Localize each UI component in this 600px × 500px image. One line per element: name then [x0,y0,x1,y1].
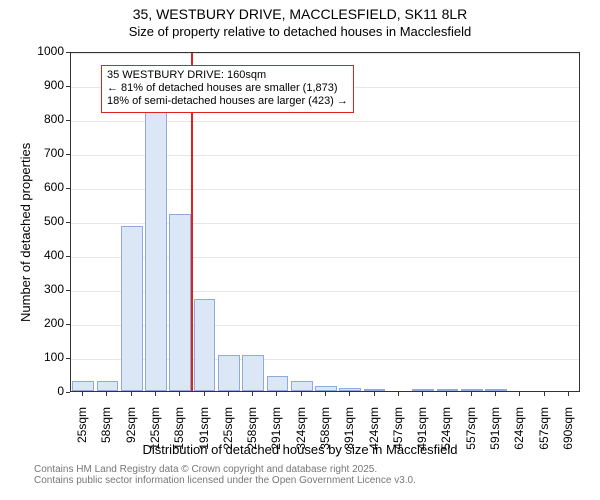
footer-line-1: Contains HM Land Registry data © Crown c… [34,464,416,475]
y-tick-label: 100 [30,350,64,364]
y-tick-mark [66,324,70,325]
y-tick-label: 800 [30,112,64,126]
histogram-bar [97,381,119,391]
x-tick-mark [325,392,326,396]
chart-container: { "title": "35, WESTBURY DRIVE, MACCLESF… [0,0,600,500]
x-tick-label: 258sqm [245,407,259,457]
x-tick-mark [544,392,545,396]
annotation-line-2: ← 81% of detached houses are smaller (1,… [107,82,348,95]
gridline [71,53,579,54]
x-tick-mark [228,392,229,396]
x-tick-mark [519,392,520,396]
x-tick-mark [179,392,180,396]
x-tick-label: 657sqm [537,407,551,457]
y-tick-mark [66,222,70,223]
histogram-bar [169,214,191,391]
annotation-line-3: 18% of semi-detached houses are larger (… [107,95,348,108]
y-tick-label: 400 [30,248,64,262]
y-tick-label: 900 [30,78,64,92]
x-tick-label: 92sqm [124,407,138,457]
histogram-bar [364,389,386,391]
x-tick-label: 191sqm [197,407,211,457]
y-tick-mark [66,52,70,53]
y-tick-mark [66,188,70,189]
y-tick-mark [66,290,70,291]
x-tick-mark [155,392,156,396]
x-tick-mark [446,392,447,396]
y-tick-mark [66,358,70,359]
x-tick-mark [276,392,277,396]
x-tick-mark [398,392,399,396]
histogram-bar [194,299,216,391]
annotation-line-1: 35 WESTBURY DRIVE: 160sqm [107,69,348,82]
x-tick-label: 291sqm [269,407,283,457]
x-tick-label: 25sqm [75,407,89,457]
x-tick-mark [495,392,496,396]
x-tick-label: 225sqm [221,407,235,457]
x-tick-label: 591sqm [488,407,502,457]
histogram-bar [242,355,264,391]
x-tick-label: 58sqm [99,407,113,457]
histogram-bar [121,226,143,391]
histogram-bar [461,389,483,391]
footer-text: Contains HM Land Registry data © Crown c… [34,464,416,486]
y-tick-label: 500 [30,214,64,228]
x-tick-mark [422,392,423,396]
y-tick-mark [66,86,70,87]
histogram-bar [145,109,167,391]
chart-title: 35, WESTBURY DRIVE, MACCLESFIELD, SK11 8… [0,6,600,22]
x-tick-label: 524sqm [439,407,453,457]
plot-area: 35 WESTBURY DRIVE: 160sqm ← 81% of detac… [70,52,580,392]
x-tick-label: 690sqm [561,407,575,457]
x-tick-mark [106,392,107,396]
x-tick-label: 158sqm [172,407,186,457]
x-tick-label: 125sqm [148,407,162,457]
x-tick-label: 491sqm [415,407,429,457]
x-tick-mark [471,392,472,396]
histogram-bar [218,355,240,391]
histogram-bar [437,389,459,391]
x-tick-mark [301,392,302,396]
y-tick-label: 1000 [30,44,64,58]
x-tick-mark [131,392,132,396]
histogram-bar [291,381,313,391]
x-tick-mark [349,392,350,396]
y-tick-mark [66,392,70,393]
histogram-bar [72,381,94,391]
x-tick-label: 324sqm [294,407,308,457]
footer-line-2: Contains public sector information licen… [34,475,416,486]
histogram-bar [485,389,507,391]
x-tick-mark [252,392,253,396]
x-tick-label: 424sqm [367,407,381,457]
x-tick-label: 624sqm [512,407,526,457]
x-tick-label: 557sqm [464,407,478,457]
histogram-bar [267,376,289,391]
y-tick-label: 300 [30,282,64,296]
histogram-bar [339,388,361,391]
y-tick-mark [66,120,70,121]
x-tick-label: 358sqm [318,407,332,457]
y-tick-label: 0 [30,384,64,398]
y-tick-mark [66,256,70,257]
histogram-bar [315,386,337,391]
x-tick-label: 457sqm [391,407,405,457]
y-tick-label: 200 [30,316,64,330]
x-tick-mark [204,392,205,396]
x-tick-label: 391sqm [342,407,356,457]
histogram-bar [412,389,434,391]
x-tick-mark [82,392,83,396]
x-tick-mark [568,392,569,396]
chart-subtitle: Size of property relative to detached ho… [0,24,600,39]
y-tick-label: 600 [30,180,64,194]
y-tick-mark [66,154,70,155]
x-tick-mark [374,392,375,396]
y-tick-label: 700 [30,146,64,160]
annotation-box: 35 WESTBURY DRIVE: 160sqm ← 81% of detac… [101,65,354,113]
